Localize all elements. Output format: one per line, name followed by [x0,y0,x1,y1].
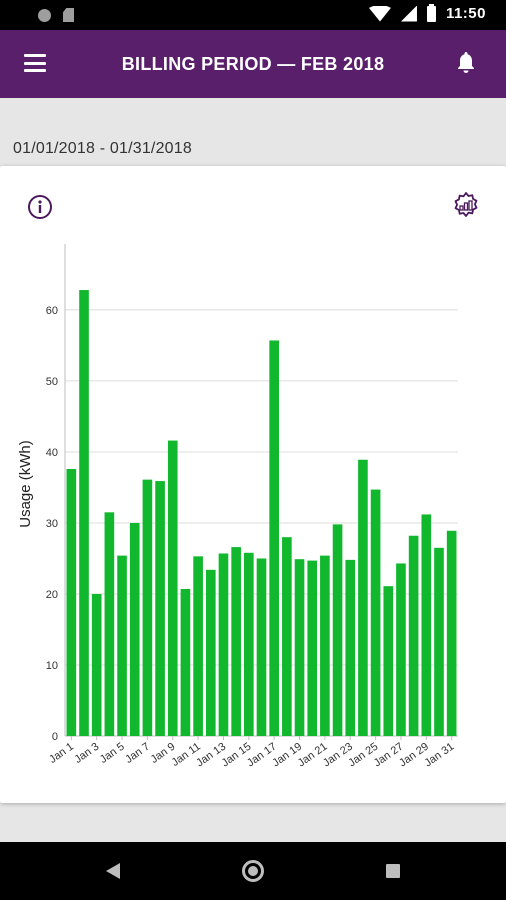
bar-jan-16[interactable] [256,558,267,736]
bar-jan-24[interactable] [358,459,368,736]
bar-jan-26[interactable] [383,586,394,736]
home-icon[interactable] [242,860,264,882]
back-icon[interactable] [106,863,120,879]
bar-jan-28[interactable] [408,535,419,736]
y-tick-label: 40 [46,447,58,459]
x-tick-label: Jan 31 [422,741,456,770]
bar-jan-11[interactable] [193,556,203,736]
bar-jan-23[interactable] [345,559,356,736]
y-tick-label: 60 [46,305,58,317]
app-bar: BILLING PERIOD — FEB 2018 [0,30,506,98]
x-tick-label: Jan 1 [47,741,76,766]
bar-jan-20[interactable] [307,560,318,736]
x-tick-label: Jan 7 [123,741,152,766]
bar-jan-13[interactable] [218,553,229,736]
chart-bars [66,290,457,736]
y-tick-label: 50 [46,376,58,388]
status-time: 11:50 [445,5,486,22]
bar-jan-5[interactable] [117,555,127,736]
y-tick-label: 10 [46,660,58,672]
bar-jan-30[interactable] [434,547,444,736]
y-axis-label: Usage (kWh) [17,440,34,528]
y-tick-label: 0 [52,731,58,743]
lower-strip [0,810,506,842]
notification-dot-icon [38,8,51,22]
bar-jan-22[interactable] [332,524,343,736]
bar-jan-9[interactable] [167,440,178,736]
bar-jan-12[interactable] [205,569,216,736]
wifi-icon [368,5,391,22]
page-title: BILLING PERIOD — FEB 2018 [121,54,385,74]
sd-card-icon [63,8,74,22]
bar-jan-19[interactable] [294,559,305,736]
battery-icon [426,3,436,22]
y-tick-label: 20 [46,589,58,601]
bar-jan-27[interactable] [396,563,406,736]
bar-jan-8[interactable] [155,481,165,736]
bar-jan-10[interactable] [180,589,191,736]
bar-jan-25[interactable] [370,489,381,736]
x-tick-label: Jan 5 [98,741,127,766]
menu-icon[interactable] [24,54,46,72]
bar-jan-7[interactable] [142,479,153,736]
y-tick-label: 30 [46,518,58,530]
billing-date-range: 01/01/2018 - 01/31/2018 [13,140,192,157]
signal-icon [400,5,417,22]
bar-jan-2[interactable] [79,290,89,736]
bar-jan-21[interactable] [320,555,330,736]
gear-icon[interactable] [450,190,482,222]
bar-jan-4[interactable] [104,512,115,736]
x-tick-label: Jan 3 [72,741,101,766]
bar-jan-6[interactable] [129,522,140,736]
bar-jan-14[interactable] [231,547,241,736]
system-nav-bar [0,842,506,900]
recent-apps-icon[interactable] [386,864,400,878]
bar-jan-1[interactable] [66,468,77,736]
info-icon[interactable] [27,194,53,220]
bar-jan-29[interactable] [421,514,432,736]
y-axis-ticks: 0 10 20 30 40 50 60 [46,305,58,743]
bar-jan-15[interactable] [244,552,254,736]
bar-jan-17[interactable] [269,340,279,736]
status-bar: 11:50 [0,0,506,30]
bell-icon[interactable] [454,50,478,76]
bar-jan-18[interactable] [282,537,292,736]
bar-jan-31[interactable] [446,530,457,736]
bar-jan-3[interactable] [91,593,102,736]
